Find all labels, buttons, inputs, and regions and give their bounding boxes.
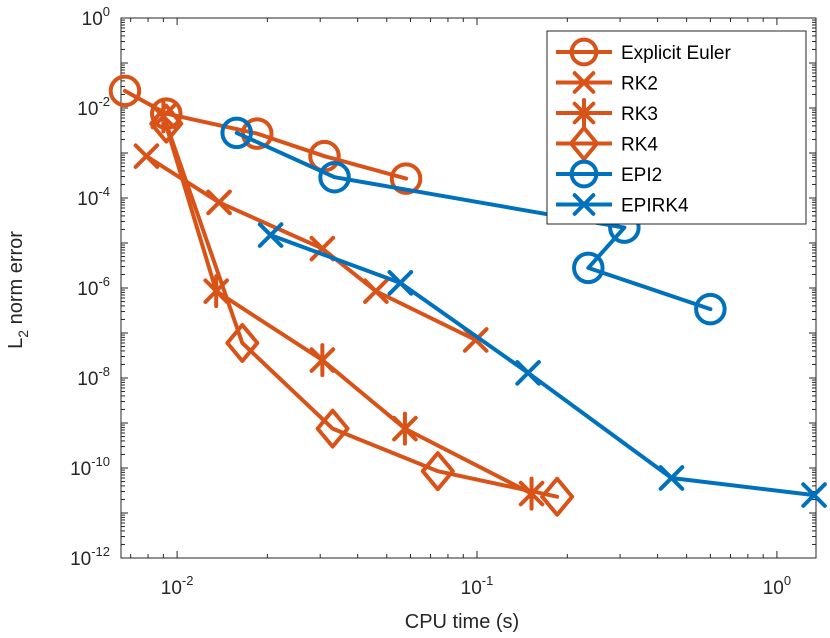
y-tick-label-base: 10 bbox=[77, 189, 98, 210]
legend-swatch-marker bbox=[572, 71, 596, 94]
data-point-rk4 bbox=[540, 476, 575, 517]
x-tick-label: 100 bbox=[763, 573, 791, 599]
y-tick-label-exponent: -10 bbox=[91, 454, 110, 469]
data-point-epirk4 bbox=[257, 222, 284, 248]
x-axis-label: CPU time (s) bbox=[405, 611, 519, 633]
x-tick-label-base: 10 bbox=[161, 578, 182, 599]
legend-item-rk3: RK3 bbox=[556, 98, 658, 128]
legend-swatch-marker bbox=[569, 159, 599, 189]
data-point-explicit-euler bbox=[389, 162, 423, 195]
data-point-rk3 bbox=[309, 343, 336, 378]
series-rk2 bbox=[133, 143, 489, 353]
data-point-epirk4 bbox=[658, 465, 685, 491]
data-point-epi2 bbox=[318, 160, 351, 194]
data-point-epi2 bbox=[572, 251, 605, 285]
data-point-rk4 bbox=[149, 103, 184, 144]
data-point-explicit-euler bbox=[108, 74, 142, 108]
legend-swatch-marker bbox=[569, 37, 599, 67]
legend-swatch-marker bbox=[572, 98, 596, 128]
y-tick-label-exponent: 0 bbox=[103, 4, 110, 19]
y-tick-label-base: 10 bbox=[82, 9, 103, 30]
legend-label: RK3 bbox=[621, 104, 658, 125]
x-tick-label-exponent: 0 bbox=[784, 573, 791, 588]
y-axis-label-rest: norm error bbox=[5, 231, 27, 330]
y-tick-label-exponent: -6 bbox=[98, 274, 110, 289]
data-point-rk3 bbox=[392, 411, 418, 446]
y-tick-label-base: 10 bbox=[77, 279, 98, 300]
series-line-rk4 bbox=[164, 121, 560, 499]
legend: Explicit Euler RK2 RK3 RK4 EPI2 EPIRK4 bbox=[546, 30, 807, 225]
data-point-rk3 bbox=[518, 476, 545, 511]
y-tick-label-exponent: -12 bbox=[91, 544, 110, 559]
data-point-epirk4 bbox=[387, 270, 414, 296]
marker-stroke bbox=[133, 143, 160, 169]
y-tick-label-base: 10 bbox=[77, 99, 98, 120]
data-point-epi2 bbox=[694, 292, 727, 326]
marker-stroke bbox=[572, 71, 596, 94]
data-point-rk2 bbox=[363, 278, 389, 304]
y-tick-label-base: 10 bbox=[77, 369, 98, 390]
legend-item-rk4: RK4 bbox=[556, 125, 658, 162]
series-line-epi2 bbox=[234, 130, 713, 312]
marker-stroke bbox=[658, 465, 685, 491]
y-axis-label-base: L bbox=[5, 338, 27, 349]
legend-swatch-marker bbox=[569, 125, 599, 162]
legend-item-explicit-euler: Explicit Euler bbox=[556, 37, 731, 67]
marker-stroke bbox=[309, 235, 336, 262]
data-point-rk4 bbox=[420, 451, 455, 492]
marker-stroke bbox=[257, 222, 284, 248]
y-tick-label-exponent: -8 bbox=[98, 364, 110, 379]
y-tick-label: 10-10 bbox=[70, 454, 110, 480]
x-tick-label-base: 10 bbox=[461, 578, 482, 599]
legend-label: EPI2 bbox=[621, 165, 662, 186]
marker-stroke bbox=[801, 482, 827, 508]
y-tick-label: 10-4 bbox=[77, 184, 110, 210]
marker-stroke bbox=[387, 270, 414, 296]
marker-stroke bbox=[363, 278, 389, 304]
legend-item-epi2: EPI2 bbox=[556, 159, 662, 189]
y-tick-label-base: 10 bbox=[70, 459, 91, 480]
series-epi2 bbox=[220, 116, 727, 326]
y-tick-label: 10-12 bbox=[70, 544, 110, 570]
legend-item-rk2: RK2 bbox=[556, 71, 658, 95]
y-tick-label-base: 10 bbox=[70, 549, 91, 570]
x-tick-label: 10-2 bbox=[161, 573, 194, 599]
data-point-rk4 bbox=[225, 322, 260, 363]
data-point-epi2 bbox=[220, 116, 253, 150]
y-axis-label: L2 norm error bbox=[5, 231, 31, 349]
data-point-rk4 bbox=[315, 408, 350, 449]
y-tick-label-exponent: -4 bbox=[98, 184, 110, 199]
y-axis-label-subscript: 2 bbox=[15, 330, 31, 338]
marker-stroke bbox=[206, 189, 232, 216]
series-epirk4 bbox=[257, 222, 827, 508]
y-tick-label: 100 bbox=[82, 4, 110, 30]
x-tick-label-exponent: -2 bbox=[182, 573, 194, 588]
data-point-epirk4 bbox=[515, 360, 541, 386]
x-tick-label: 10-1 bbox=[461, 573, 494, 599]
x-tick-label-base: 10 bbox=[763, 578, 784, 599]
legend-item-epirk4: EPIRK4 bbox=[556, 193, 689, 217]
marker-stroke bbox=[572, 193, 596, 216]
legend-label: RK4 bbox=[621, 135, 658, 156]
series-group bbox=[108, 74, 827, 517]
marker-stroke bbox=[515, 360, 541, 386]
x-tick-label-exponent: -1 bbox=[482, 573, 494, 588]
legend-label: Explicit Euler bbox=[621, 43, 731, 64]
data-point-rk2 bbox=[206, 189, 232, 216]
legend-label: RK2 bbox=[621, 74, 658, 95]
y-tick-label-exponent: -2 bbox=[98, 94, 110, 109]
y-tick-label: 10-2 bbox=[77, 94, 110, 120]
series-rk4 bbox=[149, 103, 575, 517]
y-tick-label: 10-6 bbox=[77, 274, 110, 300]
legend-label: EPIRK4 bbox=[621, 196, 689, 217]
legend-swatch-marker bbox=[572, 193, 596, 216]
data-point-epirk4 bbox=[801, 482, 827, 508]
data-point-rk2 bbox=[133, 143, 160, 169]
y-tick-label: 10-8 bbox=[77, 364, 110, 390]
marker-stroke bbox=[462, 327, 489, 353]
